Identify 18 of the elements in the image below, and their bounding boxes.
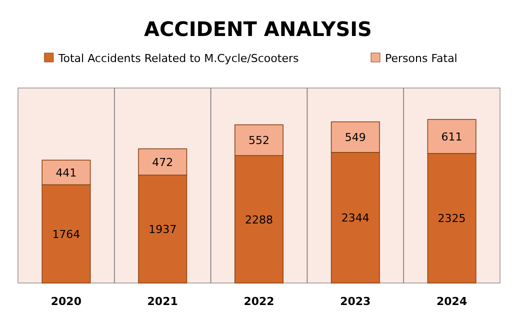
data-label: 2344 (341, 212, 370, 225)
chart-title: ACCIDENT ANALYSIS (144, 17, 372, 41)
legend-label: Persons Fatal (385, 52, 458, 65)
data-label: 1764 (52, 228, 80, 241)
data-label: 552 (248, 134, 270, 148)
data-label: 611 (441, 130, 462, 144)
x-tick-label: 2024 (436, 295, 468, 308)
data-label: 1937 (148, 223, 177, 236)
data-label: 2288 (245, 213, 273, 226)
data-label: 2325 (438, 212, 466, 226)
data-label: 441 (56, 166, 77, 180)
x-tick-label: 2023 (340, 295, 371, 308)
x-tick-label: 2021 (147, 295, 178, 308)
x-tick-label: 2020 (50, 295, 82, 308)
data-label: 549 (344, 131, 366, 144)
x-tick-label: 2022 (244, 295, 274, 308)
data-label: 472 (152, 156, 174, 169)
legend-label: Total Accidents Related to M.Cycle/Scooters (57, 52, 299, 65)
